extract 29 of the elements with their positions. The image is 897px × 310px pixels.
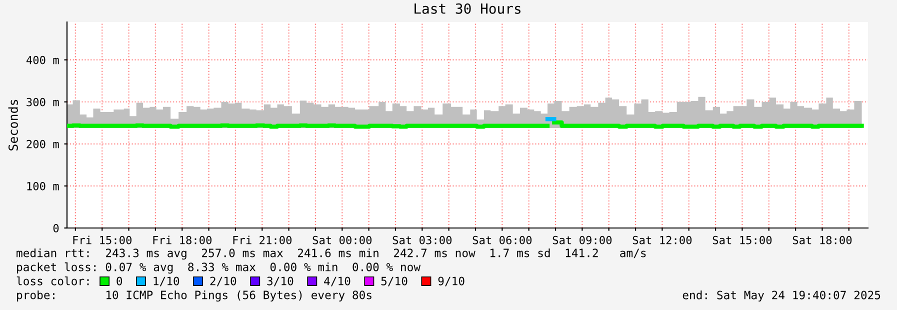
x-tick-label: Sat 06:00 xyxy=(472,236,532,244)
x-tick-label: Fri 15:00 xyxy=(73,236,132,244)
y-tick-label: 0 xyxy=(53,224,59,232)
y-tick-label: 300 m xyxy=(26,98,59,106)
legend-label: 4/10 xyxy=(324,276,350,286)
text: packet loss: 0.07 % avg 8.33 % max 0.00 % min 0.00 % now xyxy=(17,262,421,274)
legend-label: 9/10 xyxy=(438,276,464,286)
y-tick-label: 200 m xyxy=(26,140,59,148)
x-tick-label: Sat 18:00 xyxy=(792,236,852,244)
chart-title: Last 30 Hours xyxy=(414,3,520,14)
legend-title: loss color: xyxy=(16,276,89,286)
x-tick-label: Fri 21:00 xyxy=(233,236,292,244)
text: end: Sat May 24 19:40:07 2025 xyxy=(682,290,880,302)
x-tick-label: Sat 03:00 xyxy=(392,236,452,244)
x-tick-label: Sat 15:00 xyxy=(712,236,772,244)
text: median rtt: 243.3 ms avg 257.0 ms max 241.6 ms min 242.7 ms now 1.7 ms sd 141.2 am/s xyxy=(16,248,646,260)
x-tick-label: Sat 00:00 xyxy=(312,236,372,244)
x-tick-label: Sat 12:00 xyxy=(632,236,692,244)
text: probe: 10 ICMP Echo Pings (56 Bytes) every 80s xyxy=(17,290,372,302)
x-tick-label: Sat 09:00 xyxy=(552,236,612,244)
y-tick-label: 400 m xyxy=(26,56,59,64)
legend-label: 1/10 xyxy=(154,276,180,286)
x-tick-label: Fri 18:00 xyxy=(153,236,212,244)
legend-label: 3/10 xyxy=(267,276,294,286)
legend-label: 0 xyxy=(116,276,122,286)
legend-label: 5/10 xyxy=(381,276,408,286)
y-tick-label: 100 m xyxy=(27,182,59,190)
legend-label: 2/10 xyxy=(210,276,236,286)
y-axis-title: Seconds xyxy=(8,100,18,150)
